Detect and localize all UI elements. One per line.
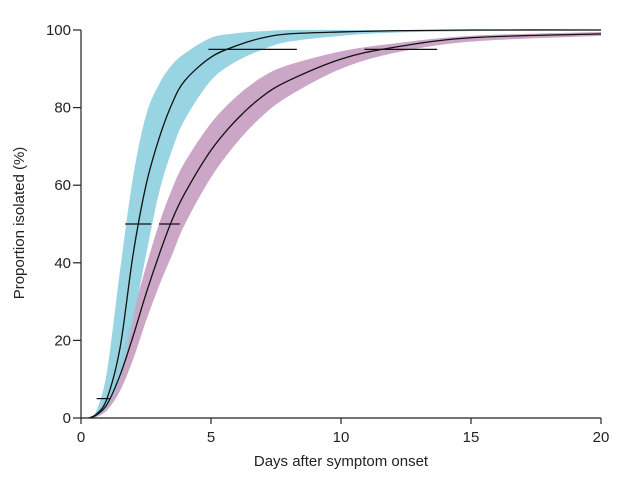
band-series-1 <box>88 31 602 418</box>
markers-layer <box>96 48 438 400</box>
y-tick-label-100: 100 <box>46 22 71 39</box>
x-tick-label-20: 20 <box>593 429 610 446</box>
x-tick-label-0: 0 <box>77 429 85 446</box>
y-tick-label-40: 40 <box>54 255 71 272</box>
y-tick-label-20: 20 <box>54 332 71 349</box>
y-axis-label: Proportion isolated (%) <box>11 147 28 300</box>
y-tick-label-60: 60 <box>54 177 71 194</box>
y-tick-label-0: 0 <box>63 410 71 427</box>
x-tick-label-5: 5 <box>207 429 215 446</box>
x-tick-label-15: 15 <box>463 429 480 446</box>
axes-layer: 0 5 10 15 20 0 20 40 60 80 100 <box>46 22 609 446</box>
bands-layer <box>88 29 602 418</box>
x-tick-label-10: 10 <box>333 429 350 446</box>
y-tick-label-80: 80 <box>54 100 71 117</box>
x-axis-label: Days after symptom onset <box>254 453 429 470</box>
median-line-series-0 <box>88 29 602 419</box>
